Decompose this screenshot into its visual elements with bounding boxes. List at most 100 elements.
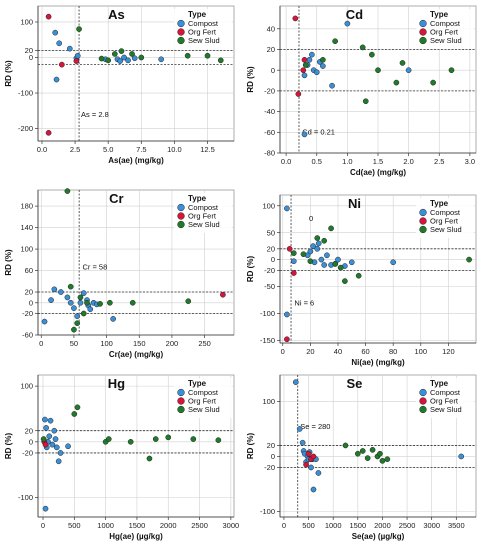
y-tick-label: -100	[260, 309, 275, 318]
x-tick-label: 2500	[191, 521, 208, 530]
legend-marker	[419, 217, 427, 225]
legend-marker	[177, 203, 185, 212]
data-point	[314, 235, 321, 241]
series-sew-slud	[64, 188, 192, 333]
series-compost	[42, 416, 71, 512]
data-point	[71, 326, 77, 333]
y-axis-label: RD (%)	[246, 256, 255, 283]
data-point	[284, 336, 290, 343]
legend-title: Type	[188, 194, 207, 203]
y-tick-label: 20	[25, 46, 33, 55]
data-point	[290, 250, 297, 256]
y-tick-label: 50	[267, 228, 275, 237]
x-tick-label: 7.5	[136, 145, 146, 154]
data-point	[84, 299, 90, 306]
data-point	[111, 51, 118, 57]
y-tick-label: 100	[262, 201, 275, 210]
panel-cd: 0.0 0.5 1.0 1.5 2.0 2.5 3.0 -80 -60 -40 -20 0 20 40 Cd…	[246, 5, 477, 177]
x-tick-label: 150	[133, 339, 146, 348]
y-tick-label: 100	[20, 18, 33, 27]
x-tick-label: 12.5	[200, 145, 215, 154]
legend-entry: Compost	[188, 19, 219, 28]
legend-entry: Org Fert	[188, 212, 217, 221]
data-point	[310, 453, 317, 460]
legend-title: Type	[430, 10, 449, 19]
data-point	[40, 436, 47, 442]
data-point	[302, 62, 309, 68]
series-sew-slud	[342, 442, 391, 464]
legend-entry: Compost	[188, 203, 219, 212]
y-tick-label: -20	[264, 266, 275, 275]
x-tick-label: 0.5	[312, 157, 322, 166]
data-point	[77, 299, 84, 306]
legend-marker	[177, 212, 185, 220]
data-point	[71, 411, 78, 417]
data-point	[53, 444, 60, 451]
data-point	[315, 470, 322, 476]
x-tick-label: 0	[41, 521, 45, 530]
data-point	[45, 129, 52, 136]
y-tick-label: -100	[18, 89, 33, 98]
data-point	[303, 461, 309, 468]
legend-entry: Sew Slud	[430, 405, 462, 414]
data-point	[146, 455, 153, 462]
legend-marker	[419, 405, 427, 414]
panel-hg: 0 500 1000 1500 2000 2500 3000 -100 -20 0 20 100 Hg H…	[4, 374, 239, 541]
y-tick-label: -20	[22, 449, 33, 458]
y-tick-label: 140	[20, 223, 33, 232]
data-point	[466, 256, 472, 263]
data-point	[58, 61, 65, 68]
legend-marker	[177, 397, 185, 405]
series-org-fert	[303, 450, 317, 468]
data-point	[71, 305, 77, 311]
x-tick-label: 250	[198, 339, 211, 348]
x-tick-label: 1.0	[342, 157, 352, 166]
data-point	[67, 299, 74, 306]
data-point	[185, 298, 192, 305]
data-point	[307, 258, 314, 265]
legend-entry: Org Fert	[430, 397, 459, 406]
data-point	[301, 72, 308, 79]
data-point	[64, 294, 71, 301]
y-tick-label: -100	[18, 493, 33, 502]
legend-entry: Sew Slud	[188, 405, 220, 414]
data-point	[448, 67, 455, 74]
data-point	[284, 311, 290, 318]
y-tick-label: 180	[20, 202, 33, 211]
y-tick-label: -200	[18, 124, 33, 133]
data-point	[305, 450, 312, 457]
data-point	[45, 13, 52, 20]
x-tick-label: 2000	[374, 521, 391, 530]
data-point	[300, 251, 307, 258]
data-point	[342, 278, 348, 284]
legend-entry: Compost	[430, 388, 461, 397]
legend-marker	[419, 28, 427, 36]
x-tick-label: 1000	[97, 521, 114, 530]
y-axis-label: RD (%)	[4, 60, 13, 87]
panel-title: Se	[347, 376, 363, 391]
data-point	[74, 404, 81, 411]
data-point	[118, 48, 125, 54]
data-point	[46, 433, 53, 440]
series-sew-slud	[76, 26, 224, 64]
legend-marker	[177, 36, 185, 45]
legend-entry: Sew Slud	[188, 36, 220, 45]
data-point	[65, 443, 71, 450]
data-point	[458, 453, 465, 460]
y-tick-label: 100	[20, 382, 33, 391]
x-tick-label: 2.0	[403, 157, 413, 166]
data-point	[314, 245, 321, 252]
legend-marker	[177, 388, 185, 397]
series-org-fert	[45, 13, 80, 136]
y-tick-label: 0	[29, 53, 33, 62]
data-point	[369, 447, 376, 453]
x-axis-label: Cd(ae) (mg/kg)	[350, 168, 406, 177]
data-point	[290, 270, 297, 276]
x-tick-label: 200	[166, 339, 179, 348]
data-point	[152, 436, 159, 442]
data-point	[87, 306, 94, 313]
legend-entry: Compost	[430, 208, 461, 217]
data-point	[42, 416, 48, 423]
